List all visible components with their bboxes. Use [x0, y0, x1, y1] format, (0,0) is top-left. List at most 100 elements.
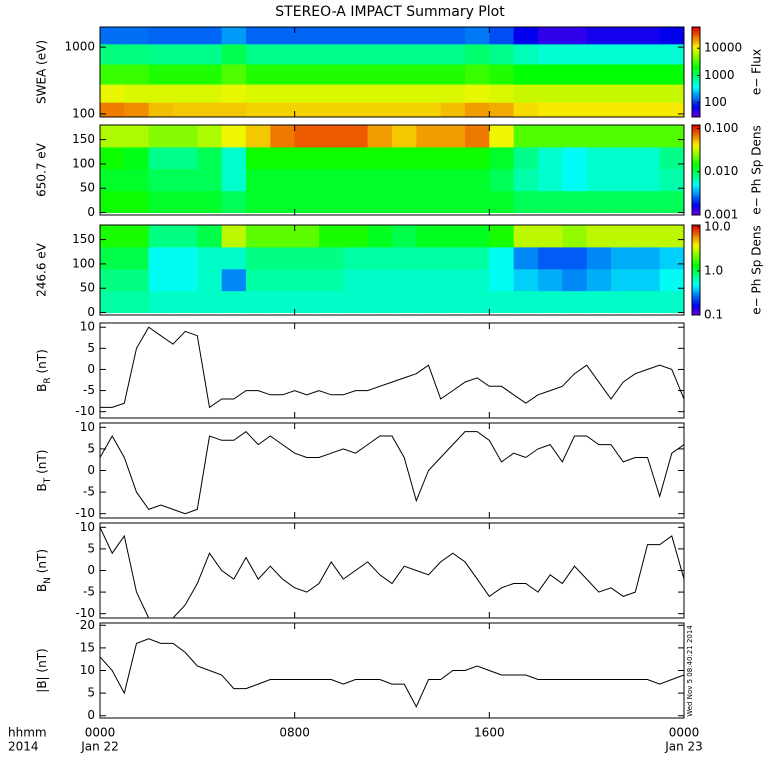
- heat-cell: [659, 168, 684, 192]
- colorbar-step: [692, 188, 700, 190]
- heat-cell: [124, 125, 150, 148]
- heat-cell: [367, 63, 393, 85]
- y-axis-label: |B| (nT): [35, 648, 49, 692]
- colorbar-step: [692, 167, 700, 169]
- heat-cell: [148, 246, 174, 270]
- colorbar-step: [692, 264, 700, 266]
- heat-cell: [416, 125, 442, 148]
- heat-cell: [538, 63, 563, 85]
- heat-cell: [392, 84, 417, 103]
- heat-cell: [367, 102, 393, 117]
- heat-cell: [319, 290, 344, 314]
- heat-cell: [635, 190, 661, 214]
- heat-cell: [562, 102, 588, 117]
- colorbar-step: [692, 200, 700, 202]
- colorbar-step: [692, 45, 700, 47]
- colorbar-step: [692, 309, 700, 311]
- colorbar-step: [692, 209, 700, 211]
- colorbar-step: [692, 282, 700, 284]
- heat-cell: [586, 84, 612, 103]
- colorbar-step: [692, 241, 700, 244]
- heat-cell: [294, 27, 320, 45]
- colorbar-tick-label: 10000: [704, 41, 742, 55]
- colorbar-step: [692, 274, 700, 277]
- y-tick-label: -5: [83, 585, 95, 599]
- colorbar-step: [692, 138, 700, 141]
- heat-cell: [489, 43, 515, 65]
- heat-cell: [270, 246, 296, 270]
- colorbar-step: [692, 197, 700, 199]
- heat-cell: [465, 27, 490, 45]
- heat-cell: [562, 27, 588, 45]
- colorbar-frame: [691, 224, 701, 316]
- heat-cell: [100, 290, 125, 314]
- colorbar-step: [692, 229, 700, 232]
- heat-cell: [221, 125, 247, 148]
- heat-cell: [392, 225, 417, 248]
- heat-cell: [465, 168, 490, 192]
- colorbar-step: [692, 81, 700, 83]
- heat-cell: [124, 84, 150, 103]
- heat-cell: [100, 246, 125, 270]
- colorbar-step: [692, 192, 700, 195]
- heat-cell: [246, 190, 271, 214]
- colorbar-step: [692, 112, 700, 115]
- heat-cell: [294, 290, 320, 314]
- heat-cell: [367, 225, 393, 248]
- heat-cell: [611, 246, 636, 270]
- x-tick-label: 1600: [474, 726, 505, 740]
- y-axis-label: BN (nT): [35, 549, 53, 592]
- heat-cell: [319, 84, 344, 103]
- heat-cell: [465, 43, 490, 65]
- heat-cell: [392, 168, 417, 192]
- colorbar-step: [692, 243, 700, 245]
- heat-cell: [465, 102, 490, 117]
- timestamp: Wed Nov 5 08:40:21 2014: [686, 625, 694, 717]
- heat-cell: [124, 43, 150, 65]
- heat-cell: [538, 290, 563, 314]
- colorbar-step: [692, 232, 700, 235]
- y-axis-label-part: B: [35, 384, 49, 392]
- y-tick-label: 0: [87, 708, 95, 722]
- panel-frame: [99, 26, 685, 118]
- heat-cell: [440, 168, 466, 192]
- colorbar-step: [692, 185, 700, 187]
- heat-cell: [343, 84, 369, 103]
- heat-cell: [148, 146, 174, 170]
- heat-cell: [124, 290, 150, 314]
- y-tick-label: 0: [87, 205, 95, 219]
- heat-cell: [197, 225, 223, 248]
- y-axis-label-part: N: [43, 577, 53, 584]
- heat-cell: [148, 168, 174, 192]
- colorbar-step: [692, 94, 700, 97]
- heat-cell: [538, 268, 563, 292]
- heat-cell: [392, 290, 417, 314]
- heat-cell: [124, 146, 150, 170]
- heat-cell: [440, 268, 466, 292]
- heat-cell: [221, 268, 247, 292]
- colorbar-step: [692, 182, 700, 184]
- y-tick-label: -10: [75, 404, 95, 418]
- heat-cell: [343, 290, 369, 314]
- colorbar-tick-label: 100: [704, 95, 727, 109]
- y-tick-label: 10: [80, 520, 95, 534]
- heat-cell: [586, 246, 612, 270]
- colorbar-step: [692, 137, 700, 139]
- colorbar-step: [692, 143, 700, 145]
- heat-cell: [343, 225, 369, 248]
- data-line: [100, 326, 684, 409]
- heat-cell: [635, 225, 661, 248]
- heat-cell: [294, 268, 320, 292]
- heat-cell: [294, 225, 320, 248]
- heat-cell: [513, 146, 539, 170]
- x-tick-date: Jan 23: [664, 740, 703, 754]
- heat-cell: [635, 43, 661, 65]
- y-tick-label: -5: [83, 485, 95, 499]
- colorbar-step: [692, 97, 700, 100]
- heat-cell: [270, 102, 296, 117]
- heat-cell: [538, 168, 563, 192]
- x-caption: 2014: [8, 740, 39, 754]
- heat-cell: [270, 268, 296, 292]
- heat-cell: [173, 43, 198, 65]
